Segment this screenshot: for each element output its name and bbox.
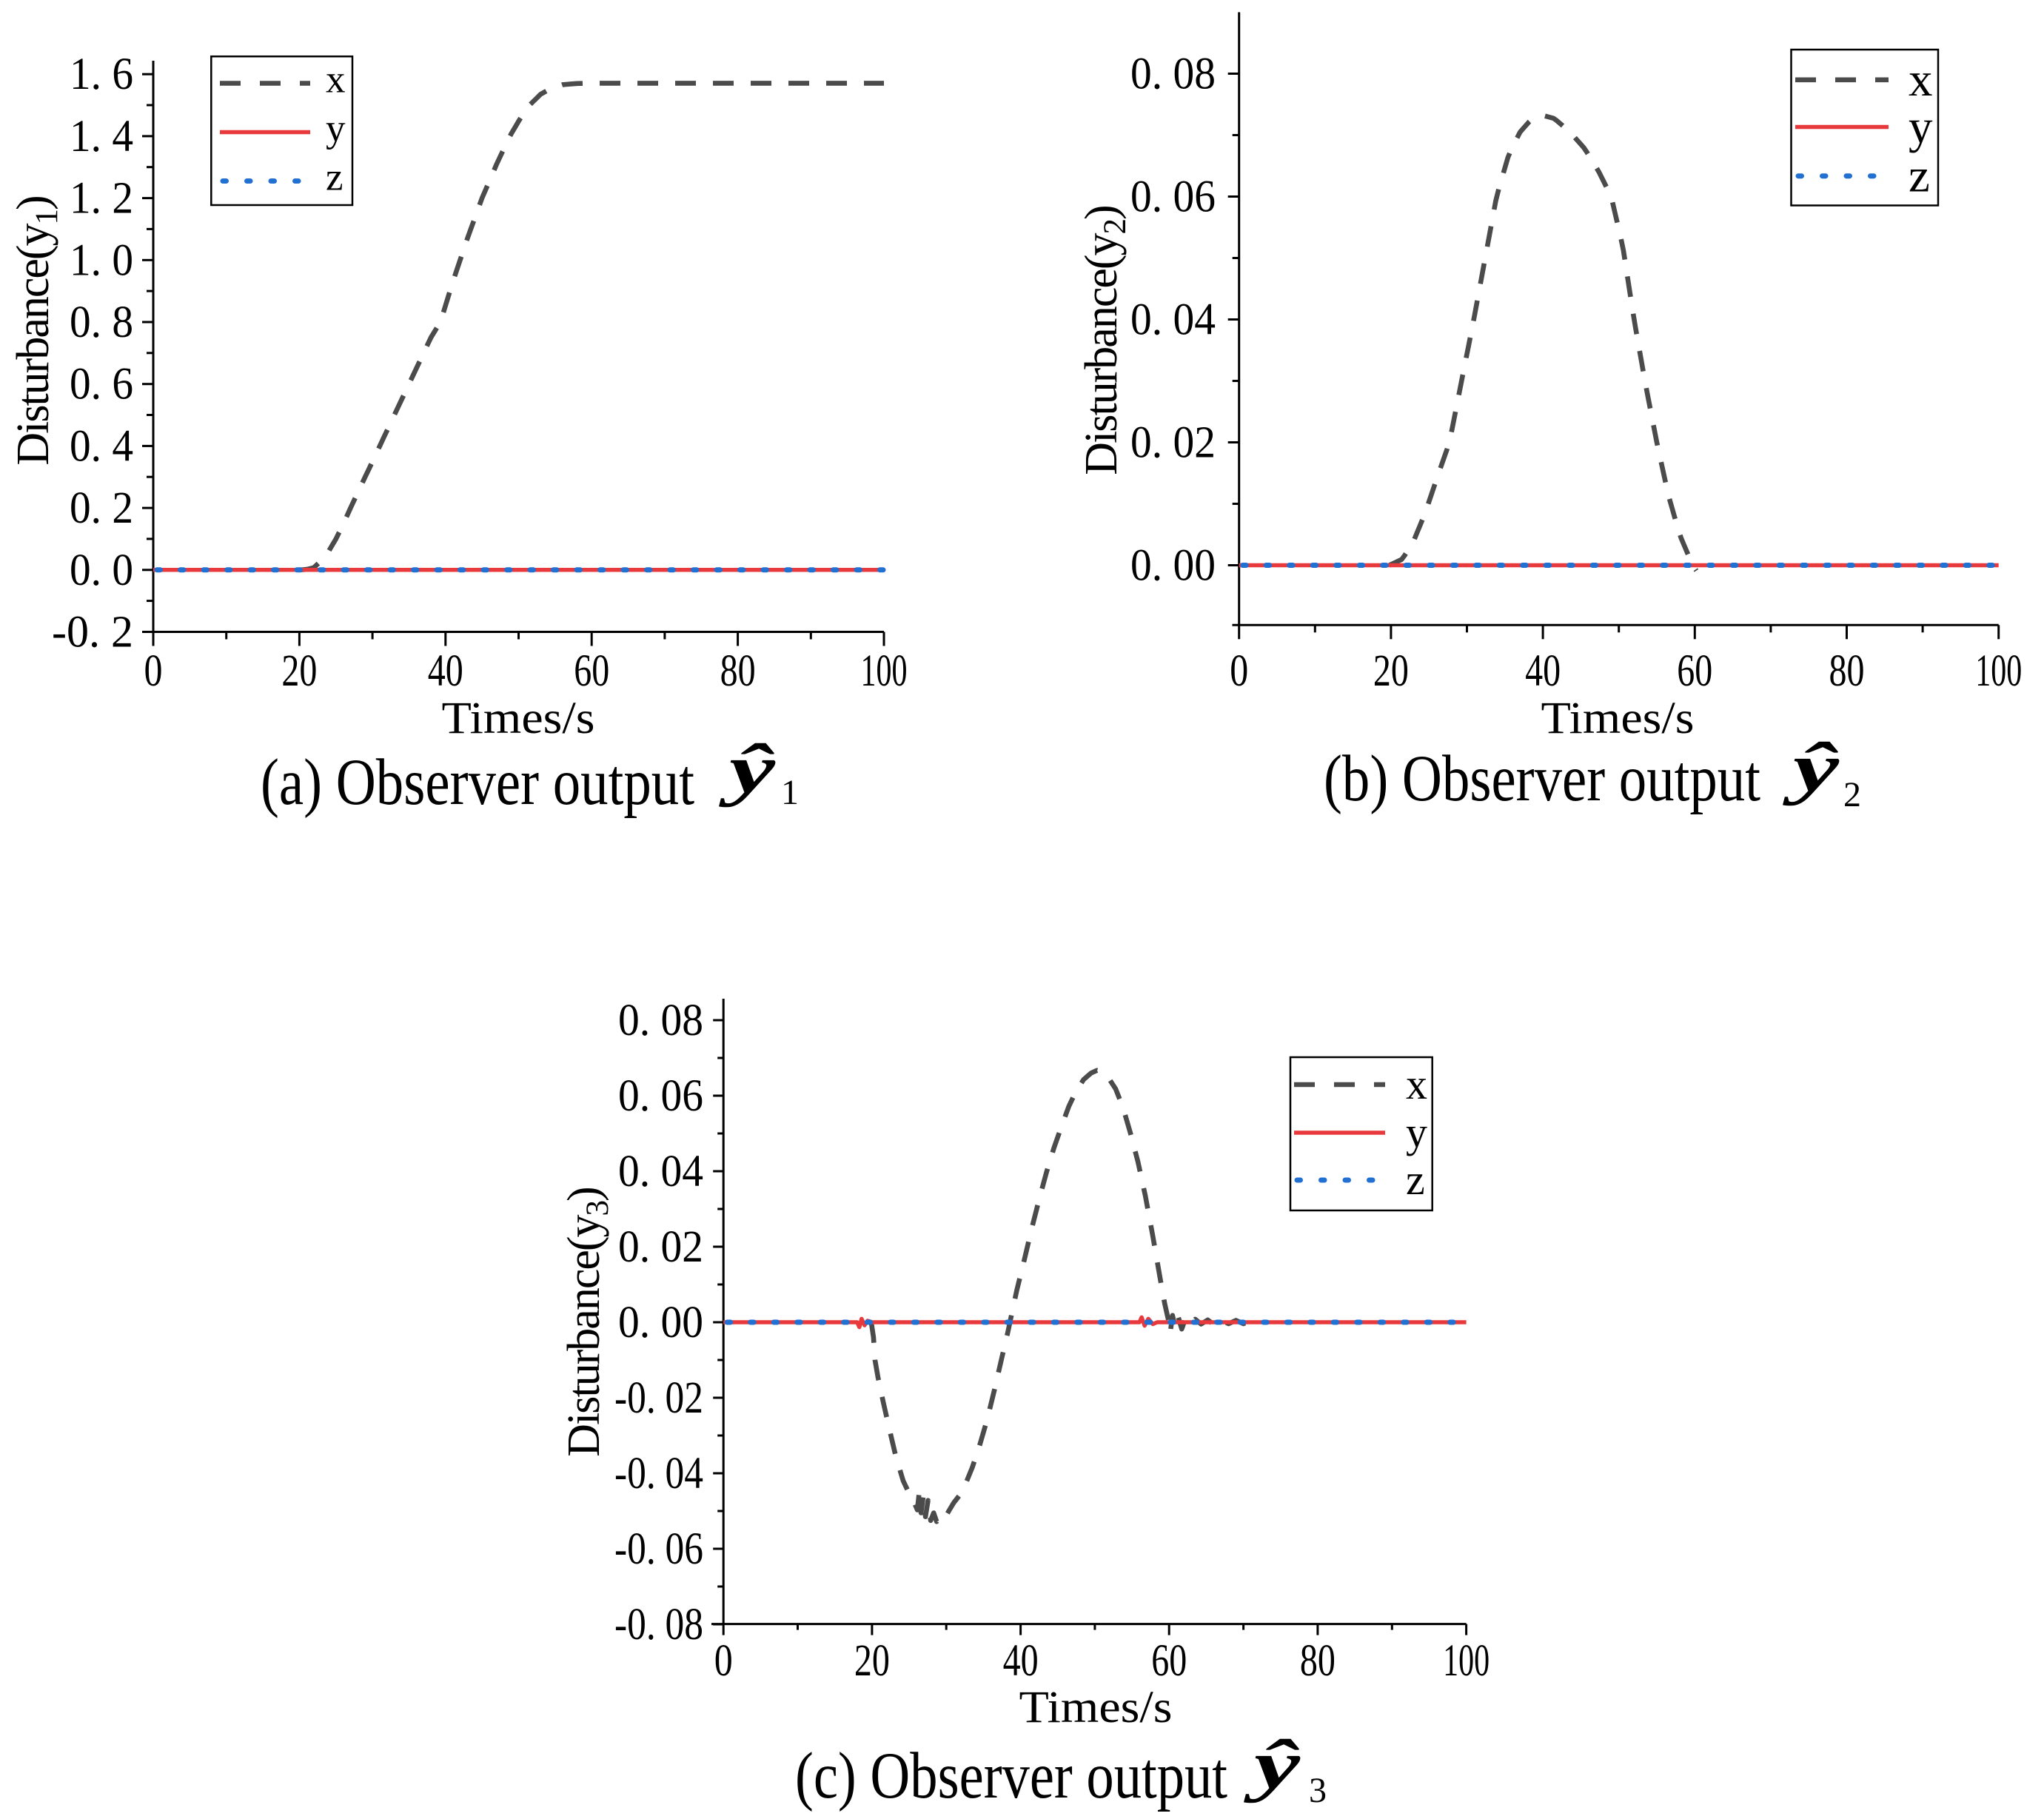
svg-text:1: 1: [781, 773, 799, 812]
svg-text:z: z: [1909, 150, 1930, 203]
svg-text:-0. 02: -0. 02: [614, 1373, 703, 1423]
svg-text:Disturbance(y2): Disturbance(y2): [1076, 206, 1133, 475]
svg-text:Times/s: Times/s: [1541, 694, 1695, 743]
svg-text:-0. 06: -0. 06: [614, 1524, 703, 1574]
svg-text:-0. 08: -0. 08: [614, 1600, 703, 1649]
svg-text:0. 06: 0. 06: [1130, 172, 1216, 222]
svg-text:Disturbance(y1): Disturbance(y1): [8, 196, 64, 465]
svg-text:1. 4: 1. 4: [70, 112, 133, 161]
svg-text:40: 40: [1525, 646, 1561, 696]
svg-text:20: 20: [854, 1636, 890, 1686]
svg-text:0. 00: 0. 00: [1130, 541, 1216, 591]
svg-text:20: 20: [281, 646, 317, 696]
svg-text:Times/s: Times/s: [442, 694, 595, 743]
svg-text:-0. 04: -0. 04: [614, 1449, 703, 1498]
svg-text:80: 80: [1829, 646, 1865, 696]
svg-text:(c) Observer output: (c) Observer output: [795, 1740, 1227, 1812]
svg-text:1. 0: 1. 0: [70, 235, 133, 285]
svg-text:y: y: [1406, 1108, 1427, 1156]
svg-text:0. 04: 0. 04: [1130, 295, 1216, 345]
svg-text:0. 08: 0. 08: [1130, 50, 1216, 99]
svg-text:0. 6: 0. 6: [70, 360, 133, 409]
svg-text:y: y: [326, 107, 346, 150]
svg-text:(a) Observer output: (a) Observer output: [261, 746, 694, 819]
svg-text:z: z: [1406, 1156, 1425, 1204]
svg-text:-0. 2: -0. 2: [52, 608, 133, 657]
svg-text:Times/s: Times/s: [1019, 1683, 1173, 1732]
svg-text:100: 100: [861, 646, 908, 696]
svg-text:y: y: [1909, 101, 1933, 154]
svg-text:3: 3: [1309, 1771, 1327, 1810]
svg-text:0. 02: 0. 02: [1130, 418, 1216, 468]
svg-text:100: 100: [1975, 646, 2022, 696]
svg-text:100: 100: [1443, 1636, 1490, 1686]
svg-text:0. 02: 0. 02: [618, 1222, 703, 1272]
svg-text:0: 0: [144, 646, 163, 696]
svg-text:x: x: [1909, 53, 1933, 107]
svg-text:60: 60: [574, 646, 609, 696]
svg-text:0: 0: [1230, 646, 1248, 696]
svg-text:2: 2: [1843, 775, 1861, 814]
svg-text:40: 40: [428, 646, 463, 696]
svg-text:0. 4: 0. 4: [70, 421, 133, 471]
svg-text:0. 04: 0. 04: [618, 1147, 703, 1196]
svg-text:1. 6: 1. 6: [70, 50, 133, 99]
svg-text:(b) Observer output: (b) Observer output: [1324, 743, 1760, 815]
svg-text:0: 0: [714, 1636, 733, 1686]
svg-text:80: 80: [720, 646, 756, 696]
svg-text:20: 20: [1373, 646, 1409, 696]
svg-text:z: z: [326, 156, 344, 199]
svg-text:0. 0: 0. 0: [70, 546, 133, 595]
svg-text:80: 80: [1300, 1636, 1336, 1686]
svg-text:1. 2: 1. 2: [70, 174, 133, 224]
svg-text:0. 2: 0. 2: [70, 483, 133, 533]
svg-text:0. 8: 0. 8: [70, 298, 133, 347]
svg-text:60: 60: [1151, 1636, 1187, 1686]
svg-text:x: x: [326, 58, 346, 101]
svg-text:0. 00: 0. 00: [618, 1298, 703, 1347]
svg-text:0. 06: 0. 06: [618, 1071, 703, 1121]
svg-text:Disturbance(y3): Disturbance(y3): [559, 1187, 615, 1456]
svg-text:0. 08: 0. 08: [618, 996, 703, 1045]
svg-text:x: x: [1406, 1060, 1427, 1108]
svg-text:40: 40: [1003, 1636, 1039, 1686]
svg-text:60: 60: [1677, 646, 1712, 696]
